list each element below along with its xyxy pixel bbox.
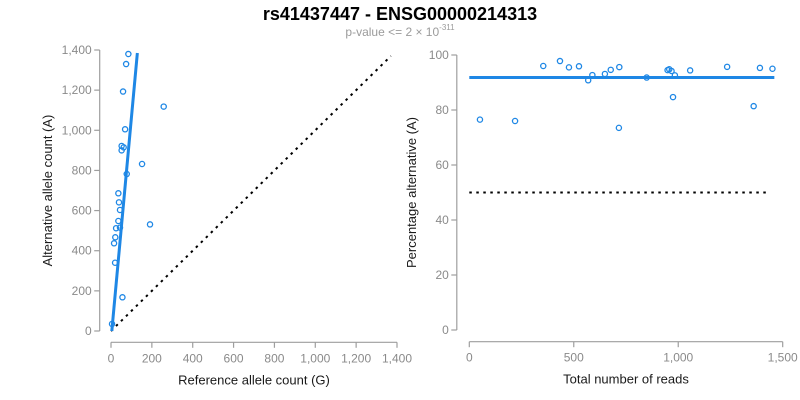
data-point	[112, 224, 120, 232]
y-tick-label: 1,400	[62, 43, 92, 57]
x-tick-label: 600	[224, 351, 244, 365]
data-point	[115, 199, 123, 206]
data-point	[476, 116, 484, 123]
data-point	[160, 103, 167, 110]
data-point	[511, 117, 519, 125]
data-point	[756, 64, 764, 72]
data-point	[146, 221, 154, 228]
data-point	[616, 63, 623, 71]
x-tick-label: 1,000	[663, 351, 693, 365]
data-point	[565, 64, 573, 71]
data-point	[125, 50, 132, 58]
data-point	[769, 65, 776, 73]
pvalue-exponent: -311	[439, 23, 455, 32]
data-point	[119, 88, 127, 95]
pvalue-subtitle: p-value <= 2 × 10-311	[0, 23, 800, 39]
data-point	[686, 67, 694, 74]
y-tick-label: 100	[429, 48, 449, 62]
x-tick-label: 400	[183, 351, 203, 365]
data-point	[601, 70, 609, 78]
y-tick-label: 60	[435, 158, 449, 172]
y-tick-label: 1,000	[62, 123, 92, 137]
data-point	[750, 102, 757, 110]
data-point	[723, 63, 731, 71]
data-point	[121, 126, 129, 133]
data-point	[607, 66, 614, 74]
data-point	[112, 234, 119, 241]
data-point	[668, 67, 675, 75]
data-point	[575, 63, 583, 70]
data-point	[119, 294, 126, 301]
x-tick-label: 1,400	[382, 351, 412, 365]
left-scatter-panel: 0 200 400 600 800 1,000 1,200 1,400 0 200 400 600 80…	[40, 43, 412, 387]
y-axis-title: Percentage alternative (A)	[404, 117, 419, 268]
identity-line	[110, 55, 392, 332]
y-tick-label: 1,200	[62, 83, 92, 97]
regression-line	[110, 52, 139, 332]
x-tick-label: 200	[142, 351, 162, 365]
data-point	[615, 124, 623, 132]
x-axis-title: Total number of reads	[563, 372, 689, 387]
x-axis-title: Reference allele count (G)	[178, 372, 330, 387]
x-tick-label: 500	[564, 351, 584, 365]
y-tick-label: 400	[72, 244, 92, 258]
data-point	[122, 60, 130, 68]
y-tick-label: 0	[442, 323, 449, 337]
y-tick-label: 40	[435, 213, 449, 227]
right-scatter-panel: 0 500 1,000 1,500 0 20 40 60 80 100 Total number o…	[404, 48, 798, 387]
y-tick-label: 800	[72, 163, 92, 177]
x-tick-label: 1,000	[300, 351, 330, 365]
x-tick-label: 800	[264, 351, 284, 365]
y-tick-label: 200	[72, 284, 92, 298]
x-tick-label: 1,500	[768, 351, 798, 365]
x-tick-label: 1,200	[341, 351, 371, 365]
y-tick-label: 80	[435, 103, 449, 117]
pvalue-text: p-value <= 2 × 10	[345, 25, 440, 39]
y-tick-label: 600	[72, 204, 92, 218]
data-point	[110, 240, 118, 247]
data-point	[118, 147, 125, 154]
data-point	[556, 57, 564, 65]
x-tick-label: 0	[108, 351, 115, 365]
data-point	[115, 217, 122, 225]
data-point	[115, 190, 122, 197]
data-point	[669, 93, 677, 101]
y-tick-label: 0	[85, 324, 92, 338]
data-point	[138, 160, 146, 168]
data-point	[540, 62, 547, 70]
chart-title: rs41437447 - ENSG00000214313	[262, 4, 538, 24]
x-tick-label: 0	[466, 351, 473, 365]
y-tick-label: 20	[435, 268, 449, 282]
y-axis-title: Alternative allele count (A)	[40, 115, 55, 267]
